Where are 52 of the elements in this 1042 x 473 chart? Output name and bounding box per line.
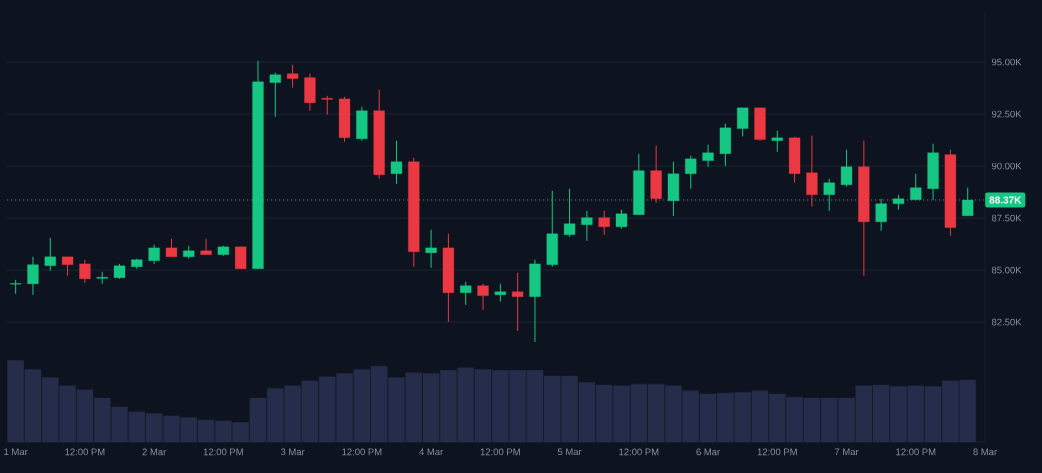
y-tick-label: 82.50K [991, 318, 1022, 326]
candlestick [806, 135, 818, 208]
candlestick [962, 187, 974, 217]
candlestick [581, 210, 593, 242]
candlestick [823, 178, 835, 212]
x-tick-label: 2 Mar [142, 448, 167, 456]
candlestick [512, 272, 524, 332]
candlestick [148, 244, 160, 265]
candlestick [61, 256, 74, 277]
x-tick-label: 12:00 PM [203, 448, 243, 456]
candlestick [771, 130, 783, 153]
candlestick [737, 107, 749, 137]
candlestick [875, 198, 887, 232]
candlestick [685, 155, 697, 190]
candlestick [79, 259, 91, 284]
x-tick-label: 12:00 PM [342, 448, 382, 456]
x-tick-label: 12:00 PM [896, 448, 936, 456]
candlestick [477, 283, 489, 311]
x-tick-label: 12:00 PM [757, 448, 797, 456]
y-tick-label: 87.50K [991, 214, 1022, 222]
candlestick [702, 144, 714, 168]
candlestick [910, 173, 922, 201]
x-tick-label: 5 Mar [557, 448, 582, 456]
x-tick-label: 4 Mar [419, 448, 444, 456]
y-tick-label: 90.00K [991, 162, 1022, 170]
x-tick-label: 8 Mar [973, 448, 997, 456]
y-tick-label: 92.50K [991, 110, 1022, 118]
candlestick [425, 229, 437, 269]
x-tick-label: 12:00 PM [480, 448, 520, 456]
x-tick-label: 1 Mar [4, 448, 28, 456]
x-tick-label: 12:00 PM [65, 448, 105, 456]
y-tick-label: 95.00K [991, 58, 1022, 66]
x-tick-label: 6 Mar [696, 448, 720, 456]
candlestick [615, 209, 628, 230]
candlestick [44, 237, 56, 272]
candlestick [235, 246, 247, 270]
candlestick [563, 188, 576, 238]
candlestick [598, 210, 610, 236]
candlestick [200, 238, 212, 256]
x-tick-label: 7 Mar [834, 448, 859, 456]
ref-line-label: 88.37K [989, 196, 1022, 204]
y-tick-label: 85.00K [991, 266, 1022, 274]
candlestick [27, 256, 39, 296]
x-tick-label: 3 Mar [280, 448, 305, 456]
candlestick [460, 281, 472, 306]
candlestick [165, 238, 178, 258]
x-tick-label: 12:00 PM [619, 448, 659, 456]
candlestick [390, 140, 403, 185]
candlestick [321, 95, 333, 116]
candlestick [286, 64, 299, 89]
candlestick [269, 72, 281, 118]
candlestick [840, 149, 853, 188]
